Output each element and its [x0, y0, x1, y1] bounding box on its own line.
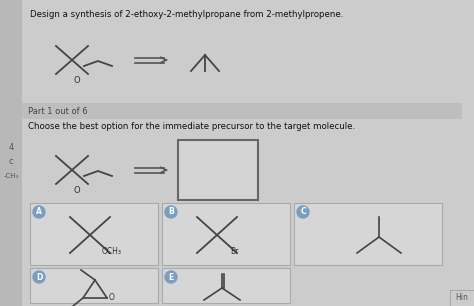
Text: -CH₃: -CH₃	[3, 173, 18, 179]
Text: Hin: Hin	[456, 293, 468, 303]
Text: A: A	[36, 207, 42, 217]
Bar	[22, 103, 462, 119]
Circle shape	[165, 271, 177, 283]
Circle shape	[33, 271, 45, 283]
Bar	[162, 203, 290, 265]
Text: Part 1 out of 6: Part 1 out of 6	[28, 106, 88, 115]
Text: OCH₃: OCH₃	[102, 247, 122, 256]
Bar	[294, 203, 442, 265]
Text: 4: 4	[9, 144, 14, 152]
Bar	[30, 203, 158, 265]
Text: D: D	[36, 273, 42, 282]
Text: c: c	[9, 158, 13, 166]
Bar	[162, 268, 290, 303]
Circle shape	[165, 206, 177, 218]
Text: O: O	[73, 76, 80, 85]
Bar	[178, 140, 258, 200]
Text: Choose the best option for the immediate precursor to the target molecule.: Choose the best option for the immediate…	[28, 122, 355, 131]
Text: Design a synthesis of 2-ethoxy-2-methylpropane from 2-methylpropene.: Design a synthesis of 2-ethoxy-2-methylp…	[30, 10, 343, 19]
Text: C: C	[300, 207, 306, 217]
Text: O: O	[109, 293, 115, 303]
Text: Br: Br	[230, 247, 238, 256]
Bar	[450, 290, 474, 306]
Bar	[30, 268, 158, 303]
Circle shape	[33, 206, 45, 218]
Text: B: B	[168, 207, 174, 217]
Bar	[0, 0, 22, 306]
Text: O: O	[73, 186, 80, 195]
Circle shape	[297, 206, 309, 218]
Text: E: E	[168, 273, 173, 282]
